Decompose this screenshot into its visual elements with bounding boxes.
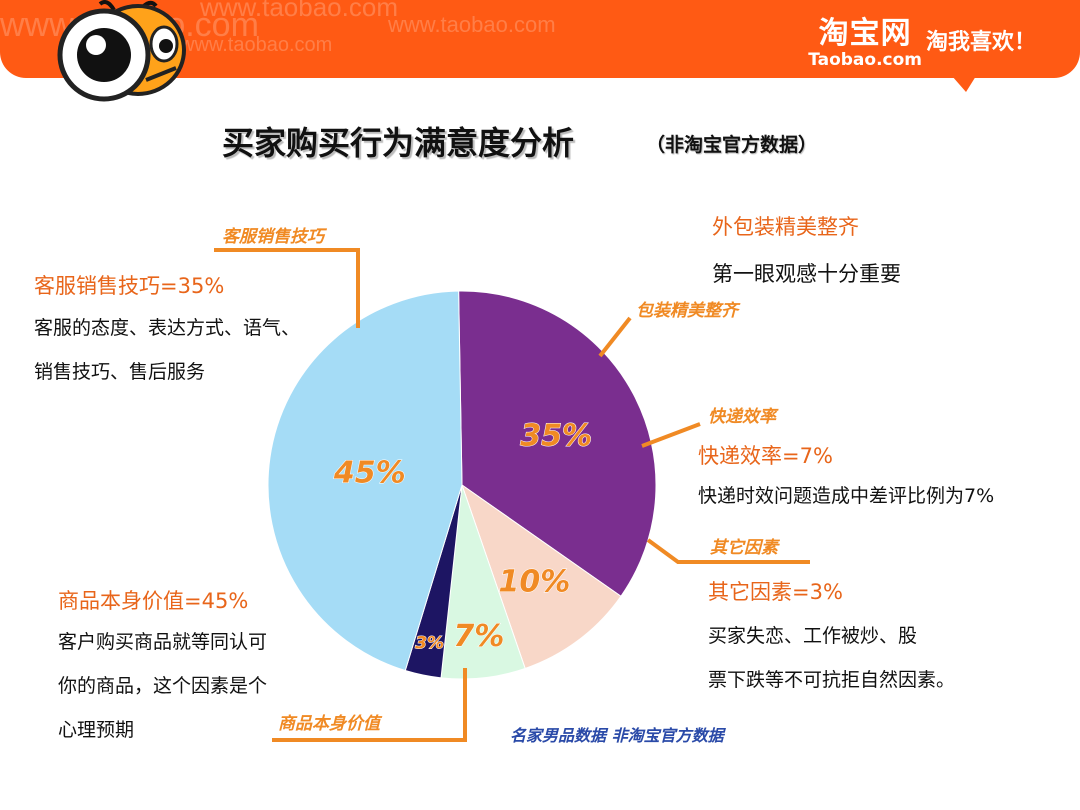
watermark-text: www.taobao.com — [180, 34, 333, 56]
page-subtitle: （非淘宝官方数据） — [646, 134, 818, 156]
slogan: 淘我喜欢！ — [925, 30, 1036, 55]
callout-product-line: 你的商品，这个因素是个 — [58, 675, 268, 697]
brand-domain: Taobao.com — [808, 50, 922, 70]
page-title: 买家购买行为满意度分析 — [222, 124, 575, 162]
slice-product-label: 45% — [333, 456, 406, 491]
callout-other-line: 买家失恋、工作被炒、股 — [708, 625, 918, 647]
callout-product-line: 心理预期 — [58, 719, 135, 741]
slice-service — [458, 290, 657, 597]
callout-service-line: 客服的态度、表达方式、语气、 — [34, 317, 301, 339]
tag-packaging: 包装精美整齐 — [636, 301, 738, 321]
slice-other-label: 3% — [415, 634, 444, 654]
callout-packaging-line: 第一眼观感十分重要 — [712, 262, 901, 286]
callout-service-line: 销售技巧、售后服务 — [34, 361, 206, 383]
connector-delivery — [641, 422, 701, 448]
connector-product — [272, 668, 467, 742]
callout-product-head: 商品本身价值=45% — [58, 589, 249, 613]
tag-service: 客服销售技巧 — [222, 227, 324, 247]
speech-bubble-tail — [952, 76, 976, 92]
slice-service-label: 35% — [520, 418, 592, 453]
connector-packaging — [598, 316, 632, 358]
footnote: 名家男品数据 非淘宝官方数据 — [510, 726, 724, 745]
tag-delivery: 快递效率 — [708, 407, 776, 427]
slice-product — [267, 290, 463, 672]
taobao-logo[interactable]: 淘宝网 Taobao.com — [808, 8, 922, 70]
callout-other-line: 票下跌等不可抗拒自然因素。 — [708, 669, 956, 691]
slice-packaging — [461, 483, 622, 670]
callout-service-head: 客服销售技巧=35% — [34, 274, 225, 298]
callout-packaging-head: 外包装精美整齐 — [712, 215, 859, 239]
callout-delivery-line: 快递时效问题造成中差评比例为7% — [698, 485, 995, 507]
slice-delivery-label: 7% — [453, 619, 504, 654]
callout-product-line: 客户购买商品就等同认可 — [58, 631, 268, 653]
connector-service — [214, 248, 360, 328]
callout-delivery-head: 快递效率=7% — [698, 444, 833, 468]
callout-connectors — [214, 248, 810, 742]
tag-other: 其它因素 — [710, 538, 778, 558]
tag-product: 商品本身价值 — [278, 714, 380, 734]
slice-packaging-label: 10% — [498, 565, 570, 600]
watermark-text: www.taobao.com — [388, 12, 556, 37]
mascot-icon — [57, 0, 186, 102]
connector-other — [646, 538, 810, 564]
callout-other-head: 其它因素=3% — [708, 580, 843, 604]
watermark-text: www.taobao.com — [200, 0, 398, 22]
brand-name: 淘宝网 — [818, 16, 912, 51]
